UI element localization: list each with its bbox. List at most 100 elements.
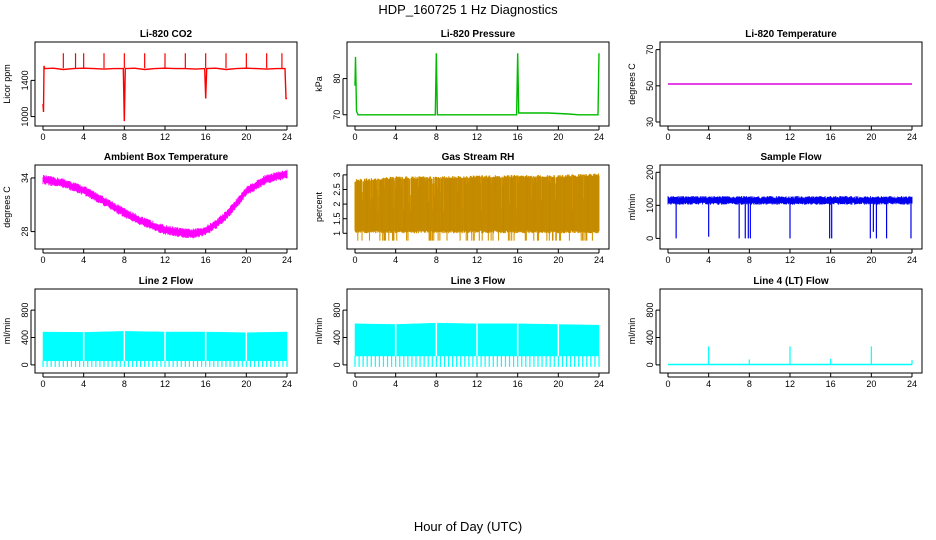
y-tick-label: 70 [645,45,655,55]
x-tick-label: 8 [747,255,752,265]
x-tick-label: 16 [201,255,211,265]
x-tick-label: 12 [785,132,795,142]
x-tick-label: 4 [706,379,711,389]
x-tick-label: 4 [81,132,86,142]
x-tick-label: 12 [472,132,482,142]
y-axis-label: ml/min [2,318,12,345]
x-tick-label: 4 [393,379,398,389]
x-tick-label: 20 [553,379,563,389]
x-tick-label: 12 [472,255,482,265]
y-tick-label: 70 [332,110,342,120]
x-tick-label: 20 [866,255,876,265]
x-tick-label: 16 [201,132,211,142]
y-tick-label: 3 [332,172,342,177]
panel-4: Ambient Box Temperature degrees C 0 4 8 12 16 2… [2,152,298,265]
panel-7: Line 2 Flow ml/min 0 4 8 12 16 20 24 0 400 800 [2,276,298,389]
plot-frame [659,164,923,250]
x-tick-label: 16 [513,255,523,265]
x-tick-label: 0 [352,379,357,389]
x-tick-label: 24 [907,255,917,265]
x-tick-label: 4 [393,255,398,265]
x-tick-label: 16 [201,379,211,389]
x-tick-label: 20 [241,132,251,142]
plot-frame [346,41,610,127]
x-tick-label: 16 [826,132,836,142]
panel-title: Ambient Box Temperature [104,152,229,163]
y-tick-label: 800 [645,303,655,318]
x-tick-label: 4 [393,132,398,142]
panel-8: Line 3 Flow ml/min 0 4 8 12 16 20 24 0 400 800 [314,276,610,389]
x-tick-label: 4 [81,379,86,389]
y-tick-label: 0 [645,362,655,367]
y-axis-label: percent [314,191,324,222]
panel-title: Gas Stream RH [442,152,515,163]
panel-title: Line 3 Flow [451,276,506,287]
x-tick-label: 0 [665,379,670,389]
panel-title: Li-820 CO2 [140,29,193,40]
y-tick-label: 28 [20,227,30,237]
x-tick-label: 8 [434,255,439,265]
y-tick-label: 50 [645,81,655,91]
y-tick-label: 0 [332,362,342,367]
x-tick-label: 24 [907,132,917,142]
y-tick-label: 200 [645,165,655,180]
x-tick-label: 12 [160,255,170,265]
x-tick-label: 4 [706,255,711,265]
series-texture [354,173,600,241]
y-tick-label: 100 [645,198,655,213]
x-tick-label: 12 [785,255,795,265]
x-tick-label: 24 [594,379,604,389]
x-tick-label: 8 [434,132,439,142]
y-axis-label: kPa [314,76,324,92]
x-tick-label: 20 [553,255,563,265]
x-tick-label: 0 [352,132,357,142]
x-tick-label: 8 [122,379,127,389]
series-line [42,65,287,122]
x-tick-label: 0 [352,255,357,265]
x-tick-label: 20 [241,255,251,265]
x-tick-label: 24 [282,255,292,265]
y-tick-label: 30 [645,117,655,127]
x-tick-label: 8 [122,132,127,142]
y-tick-label: 400 [645,330,655,345]
y-tick-label: 0 [645,236,655,241]
series-line [354,53,600,116]
y-axis-label: degrees C [2,186,12,228]
series-line [42,173,288,234]
panel-1: Li-820 CO2 Licor ppm 0 4 8 12 16 20 24 1000 1400 [2,29,298,142]
y-tick-label: 2 [332,202,342,207]
plot-frame [659,288,923,374]
series-band [42,169,288,239]
y-tick-label: 800 [20,303,30,318]
panel-6: Sample Flow ml/min 0 4 8 12 16 20 24 0 100 200 [627,152,923,265]
y-tick-label: 400 [20,330,30,345]
x-axis-label: Hour of Day (UTC) [414,519,522,534]
panel-5: Gas Stream RH percent 0 4 8 12 16 20 24 1 1.5 2 2.5 3 [314,152,610,265]
x-tick-label: 16 [513,132,523,142]
y-axis-label: Licor ppm [2,64,12,104]
x-tick-label: 0 [40,255,45,265]
panel-title: Sample Flow [760,152,821,163]
x-tick-label: 24 [282,379,292,389]
x-tick-label: 20 [553,132,563,142]
x-tick-label: 20 [866,132,876,142]
plot-frame [34,288,298,374]
x-tick-label: 24 [594,255,604,265]
panel-2: Li-820 Pressure kPa 0 4 8 12 16 20 24 70 80 [314,29,610,142]
y-tick-label: 1 [332,231,342,236]
plot-frame [346,288,610,374]
x-tick-label: 24 [282,132,292,142]
y-axis-label: degrees C [627,63,637,105]
x-tick-label: 8 [122,255,127,265]
y-tick-label: 1000 [20,107,30,127]
x-tick-label: 12 [160,132,170,142]
x-tick-label: 16 [826,379,836,389]
y-tick-label: 1.5 [332,212,342,225]
x-tick-label: 20 [241,379,251,389]
x-tick-label: 20 [866,379,876,389]
y-tick-label: 2.5 [332,183,342,196]
x-tick-label: 12 [160,379,170,389]
y-tick-label: 80 [332,74,342,84]
figure-title: HDP_160725 1 Hz Diagnostics [378,2,558,17]
panel-9: Line 4 (LT) Flow ml/min 0 4 8 12 16 20 24 0 400 800 [627,276,923,389]
